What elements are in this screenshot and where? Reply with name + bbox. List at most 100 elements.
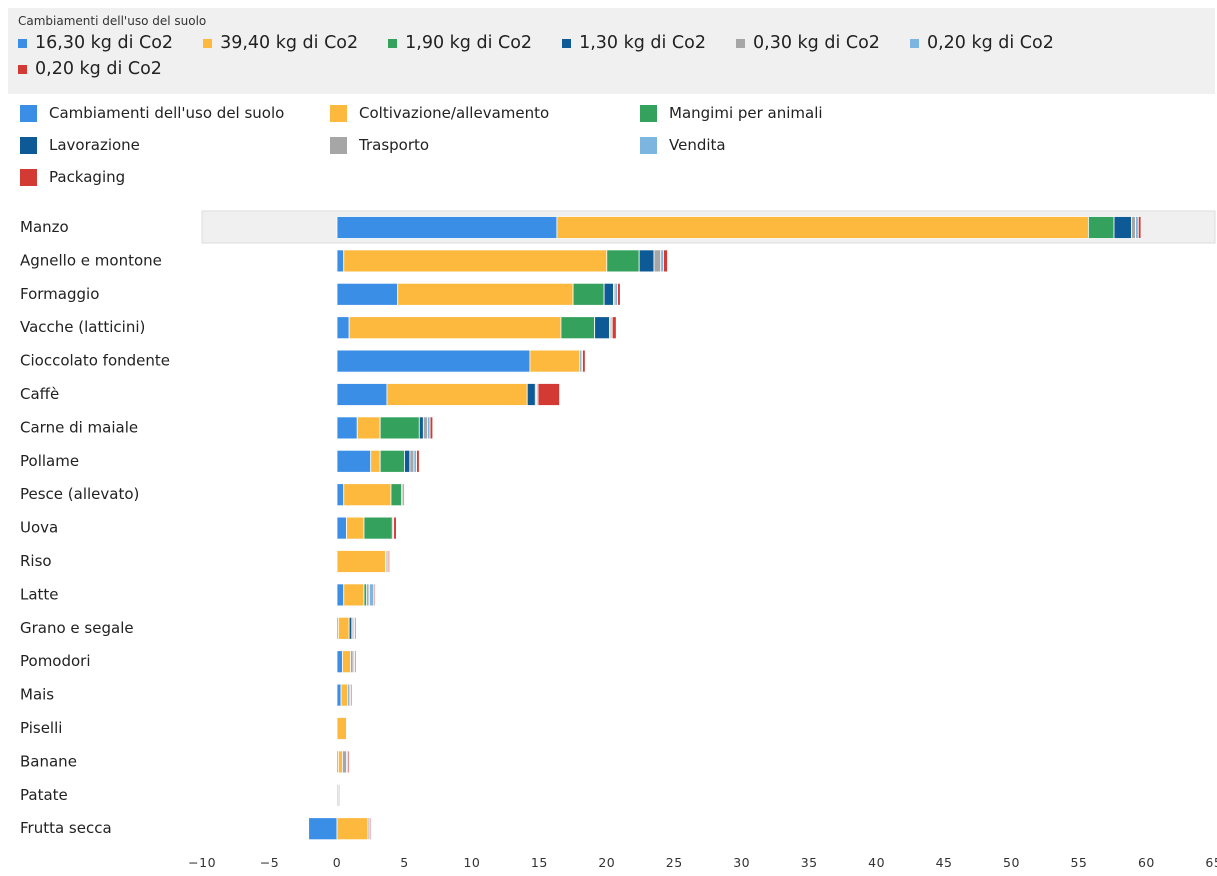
bar-segment[interactable] bbox=[347, 750, 350, 774]
tooltip-value: 0,20 kg di Co2 bbox=[926, 33, 1054, 53]
bar-segment[interactable] bbox=[409, 449, 415, 473]
bar-segment[interactable] bbox=[1137, 216, 1142, 239]
bar-segment[interactable] bbox=[390, 483, 403, 507]
bar-segment[interactable] bbox=[340, 683, 349, 707]
bar-segment[interactable] bbox=[343, 483, 392, 507]
bar-segment[interactable] bbox=[379, 449, 405, 473]
bar-segment[interactable] bbox=[537, 383, 560, 406]
bar-segment[interactable] bbox=[572, 282, 605, 306]
tooltip-swatch bbox=[388, 38, 398, 48]
bar-segment[interactable] bbox=[363, 516, 393, 540]
bar-segment[interactable] bbox=[413, 449, 417, 473]
bar-segment[interactable] bbox=[393, 516, 397, 540]
bar-segment[interactable] bbox=[336, 416, 358, 440]
bar-segment[interactable] bbox=[373, 583, 376, 607]
bar-segment[interactable] bbox=[368, 817, 372, 841]
bar-segment[interactable] bbox=[336, 282, 399, 306]
tooltip-value: 16,30 kg di Co2 bbox=[35, 33, 174, 53]
x-tick-label: −10 bbox=[188, 855, 216, 870]
bar-segment[interactable] bbox=[336, 316, 350, 340]
bar-segment[interactable] bbox=[341, 750, 347, 774]
bar-segment[interactable] bbox=[337, 616, 350, 640]
bar-segment[interactable] bbox=[386, 383, 528, 406]
x-tick-label: 30 bbox=[733, 855, 750, 870]
tooltip-value: 39,40 kg di Co2 bbox=[220, 33, 359, 53]
bar-segment[interactable] bbox=[336, 516, 347, 540]
legend-item[interactable]: Coltivazione/allevamento bbox=[330, 102, 640, 124]
tooltip-value: 0,20 kg di Co2 bbox=[35, 59, 162, 79]
bar-segment[interactable] bbox=[402, 483, 405, 507]
bar-segment[interactable] bbox=[346, 516, 365, 540]
hover-tooltip: Cambiamenti dell'uso del suolo 16,30 kg … bbox=[8, 8, 1215, 94]
legend-item[interactable]: Lavorazione bbox=[20, 134, 330, 156]
bar-segment[interactable] bbox=[397, 282, 574, 306]
bar-segment[interactable] bbox=[529, 349, 581, 373]
bar-segment[interactable] bbox=[614, 282, 618, 306]
bar-segment[interactable] bbox=[556, 216, 1089, 239]
bar-segment[interactable] bbox=[336, 683, 342, 707]
bar-segment[interactable] bbox=[337, 783, 341, 807]
bar-segment[interactable] bbox=[336, 483, 345, 507]
bar-segment[interactable] bbox=[1113, 216, 1132, 239]
bar-segment[interactable] bbox=[638, 249, 655, 273]
bar-segment[interactable] bbox=[416, 449, 420, 473]
bar-segment[interactable] bbox=[426, 416, 431, 440]
bar-segment[interactable] bbox=[582, 349, 586, 373]
bar-segment[interactable] bbox=[368, 583, 374, 607]
bar-segment[interactable] bbox=[422, 416, 428, 440]
bar-segment[interactable] bbox=[336, 650, 343, 674]
bar-segment[interactable] bbox=[350, 650, 354, 674]
legend-label: Vendita bbox=[669, 136, 726, 154]
bar-segment[interactable] bbox=[336, 216, 558, 239]
bar-segment[interactable] bbox=[341, 650, 351, 674]
legend-item[interactable]: Mangimi per animali bbox=[640, 102, 920, 124]
category-label: Caffè bbox=[20, 385, 59, 403]
legend-item[interactable]: Cambiamenti dell'uso del suolo bbox=[20, 102, 330, 124]
bar-segment[interactable] bbox=[354, 650, 357, 674]
bar-segment[interactable] bbox=[370, 449, 381, 473]
tooltip-entry: 0,30 kg di Co2 bbox=[736, 30, 880, 56]
bar-segment[interactable] bbox=[350, 683, 353, 707]
bar-segment[interactable] bbox=[653, 249, 662, 273]
bar-segment[interactable] bbox=[560, 316, 596, 340]
bar-segment[interactable] bbox=[606, 249, 640, 273]
bar-segment[interactable] bbox=[348, 316, 562, 340]
tooltip-value: 0,30 kg di Co2 bbox=[753, 33, 880, 53]
bar-segment[interactable] bbox=[343, 583, 365, 607]
bar-segment[interactable] bbox=[387, 550, 391, 573]
x-tick-label: 35 bbox=[801, 855, 818, 870]
bar-segment[interactable] bbox=[336, 717, 347, 740]
bar-segment[interactable] bbox=[379, 416, 420, 440]
bar-segment[interactable] bbox=[336, 550, 386, 573]
bar-segment[interactable] bbox=[348, 616, 353, 640]
bar-segment[interactable] bbox=[336, 583, 345, 607]
bar-segment[interactable] bbox=[336, 249, 345, 273]
bar-segment[interactable] bbox=[660, 249, 664, 273]
legend-label: Packaging bbox=[49, 168, 126, 186]
bar-segment[interactable] bbox=[1131, 216, 1137, 239]
bar-segment[interactable] bbox=[356, 416, 381, 440]
bar-segment[interactable] bbox=[418, 416, 424, 440]
bar-segment[interactable] bbox=[336, 383, 388, 406]
bar-segment[interactable] bbox=[429, 416, 434, 440]
bar-segment[interactable] bbox=[594, 316, 610, 340]
bar-segment[interactable] bbox=[343, 249, 608, 273]
bar-segment[interactable] bbox=[603, 282, 614, 306]
bar-segment[interactable] bbox=[354, 616, 357, 640]
bar-segment[interactable] bbox=[611, 316, 617, 340]
bar-segment[interactable] bbox=[404, 449, 411, 473]
legend-item[interactable]: Trasporto bbox=[330, 134, 640, 156]
legend-item[interactable]: Vendita bbox=[640, 134, 920, 156]
bar-segment[interactable] bbox=[337, 750, 343, 774]
bar-segment[interactable] bbox=[1135, 216, 1139, 239]
bar-segment[interactable] bbox=[526, 383, 536, 406]
bar-segment[interactable] bbox=[336, 449, 372, 473]
bar-segment[interactable] bbox=[617, 282, 621, 306]
bar-segment[interactable] bbox=[308, 817, 338, 841]
bar-segment[interactable] bbox=[1087, 216, 1115, 239]
bar-segment[interactable] bbox=[663, 249, 668, 273]
bar-segment[interactable] bbox=[336, 817, 369, 841]
bar-segment[interactable] bbox=[336, 349, 531, 373]
legend-item[interactable]: Packaging bbox=[20, 166, 330, 188]
bar-segment[interactable] bbox=[363, 583, 368, 607]
